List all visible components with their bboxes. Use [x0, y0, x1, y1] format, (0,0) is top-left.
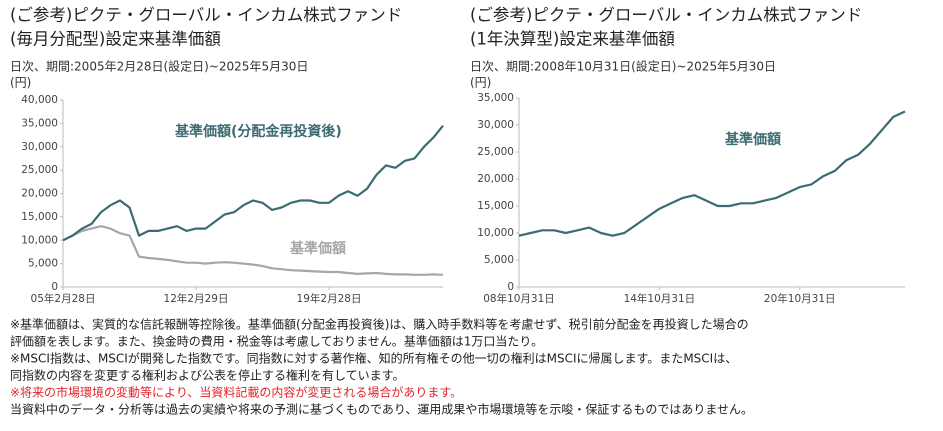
- chart-subtitle: 日次、期間:2008年10月31日(設定日)~2025年5月30日: [470, 59, 776, 74]
- note: 同指数の内容を変更する権利および公表を停止する権利を有しています。: [10, 368, 404, 383]
- note: ※将来の市場環境の変動等により、当資料記載の内容が変更される場合があります。: [10, 385, 462, 400]
- y-tick-label: 15,000: [21, 211, 58, 223]
- x-tick-label: 20年10月31日: [764, 292, 836, 305]
- y-tick-label: 5,000: [28, 258, 58, 270]
- note: ※MSCI指数は、MSCIが開発した指数です。同指数に対する著作権、知的所有権そ…: [10, 351, 737, 366]
- y-tick-label: 15,000: [477, 200, 514, 212]
- y-tick-label: 0: [51, 281, 58, 293]
- x-tick-label: 12年2月29日: [164, 292, 229, 305]
- y-tick-label: 0: [507, 281, 514, 293]
- y-tick-label: 40,000: [21, 94, 58, 106]
- chart-title: (ご参考)ピクテ・グローバル・インカム株式ファンド: [10, 6, 402, 25]
- series-line: [62, 125, 444, 242]
- note: 当資料中のデータ・分析等は過去の実績や将来の予測に基づくものであり、運用成果や市…: [10, 402, 753, 417]
- y-axis-unit: (円): [470, 76, 491, 90]
- note: 評価額を表します。また、換金時の費用・税金等は考慮しておりません。基準価額は1万…: [10, 334, 543, 349]
- chart-title: (ご参考)ピクテ・グローバル・インカム株式ファンド: [470, 6, 862, 25]
- series-label: 基準価額: [290, 240, 346, 257]
- series-label: 基準価額(分配金再投資後): [175, 123, 342, 140]
- chart-title: (1年決算型)設定来基準価額: [470, 30, 675, 49]
- y-tick-label: 35,000: [477, 92, 514, 104]
- x-tick-label: 14年10月31日: [624, 292, 696, 305]
- series-line: [518, 110, 906, 237]
- y-tick-label: 30,000: [21, 141, 58, 153]
- x-tick-label: 19年2月28日: [297, 292, 362, 305]
- y-tick-label: 30,000: [477, 119, 514, 131]
- y-tick-label: 5,000: [484, 254, 514, 266]
- x-tick-label: 05年2月28日: [31, 292, 96, 305]
- chart-title: (毎月分配型)設定来基準価額: [10, 30, 221, 49]
- y-axis-unit: (円): [10, 76, 31, 90]
- y-tick-label: 10,000: [21, 234, 58, 246]
- x-tick-label: 08年10月31日: [483, 292, 555, 305]
- y-tick-label: 25,000: [21, 164, 58, 176]
- y-tick-label: 35,000: [21, 117, 58, 129]
- y-tick-label: 20,000: [21, 188, 58, 200]
- y-tick-label: 25,000: [477, 146, 514, 158]
- y-tick-label: 10,000: [477, 227, 514, 239]
- series-label: 基準価額: [725, 131, 781, 148]
- chart-subtitle: 日次、期間:2005年2月28日(設定日)~2025年5月30日: [10, 59, 308, 74]
- note: ※基準価額は、実質的な信託報酬等控除後。基準価額(分配金再投資後)は、購入時手数…: [10, 317, 749, 332]
- y-tick-label: 20,000: [477, 173, 514, 185]
- series-line: [62, 225, 444, 276]
